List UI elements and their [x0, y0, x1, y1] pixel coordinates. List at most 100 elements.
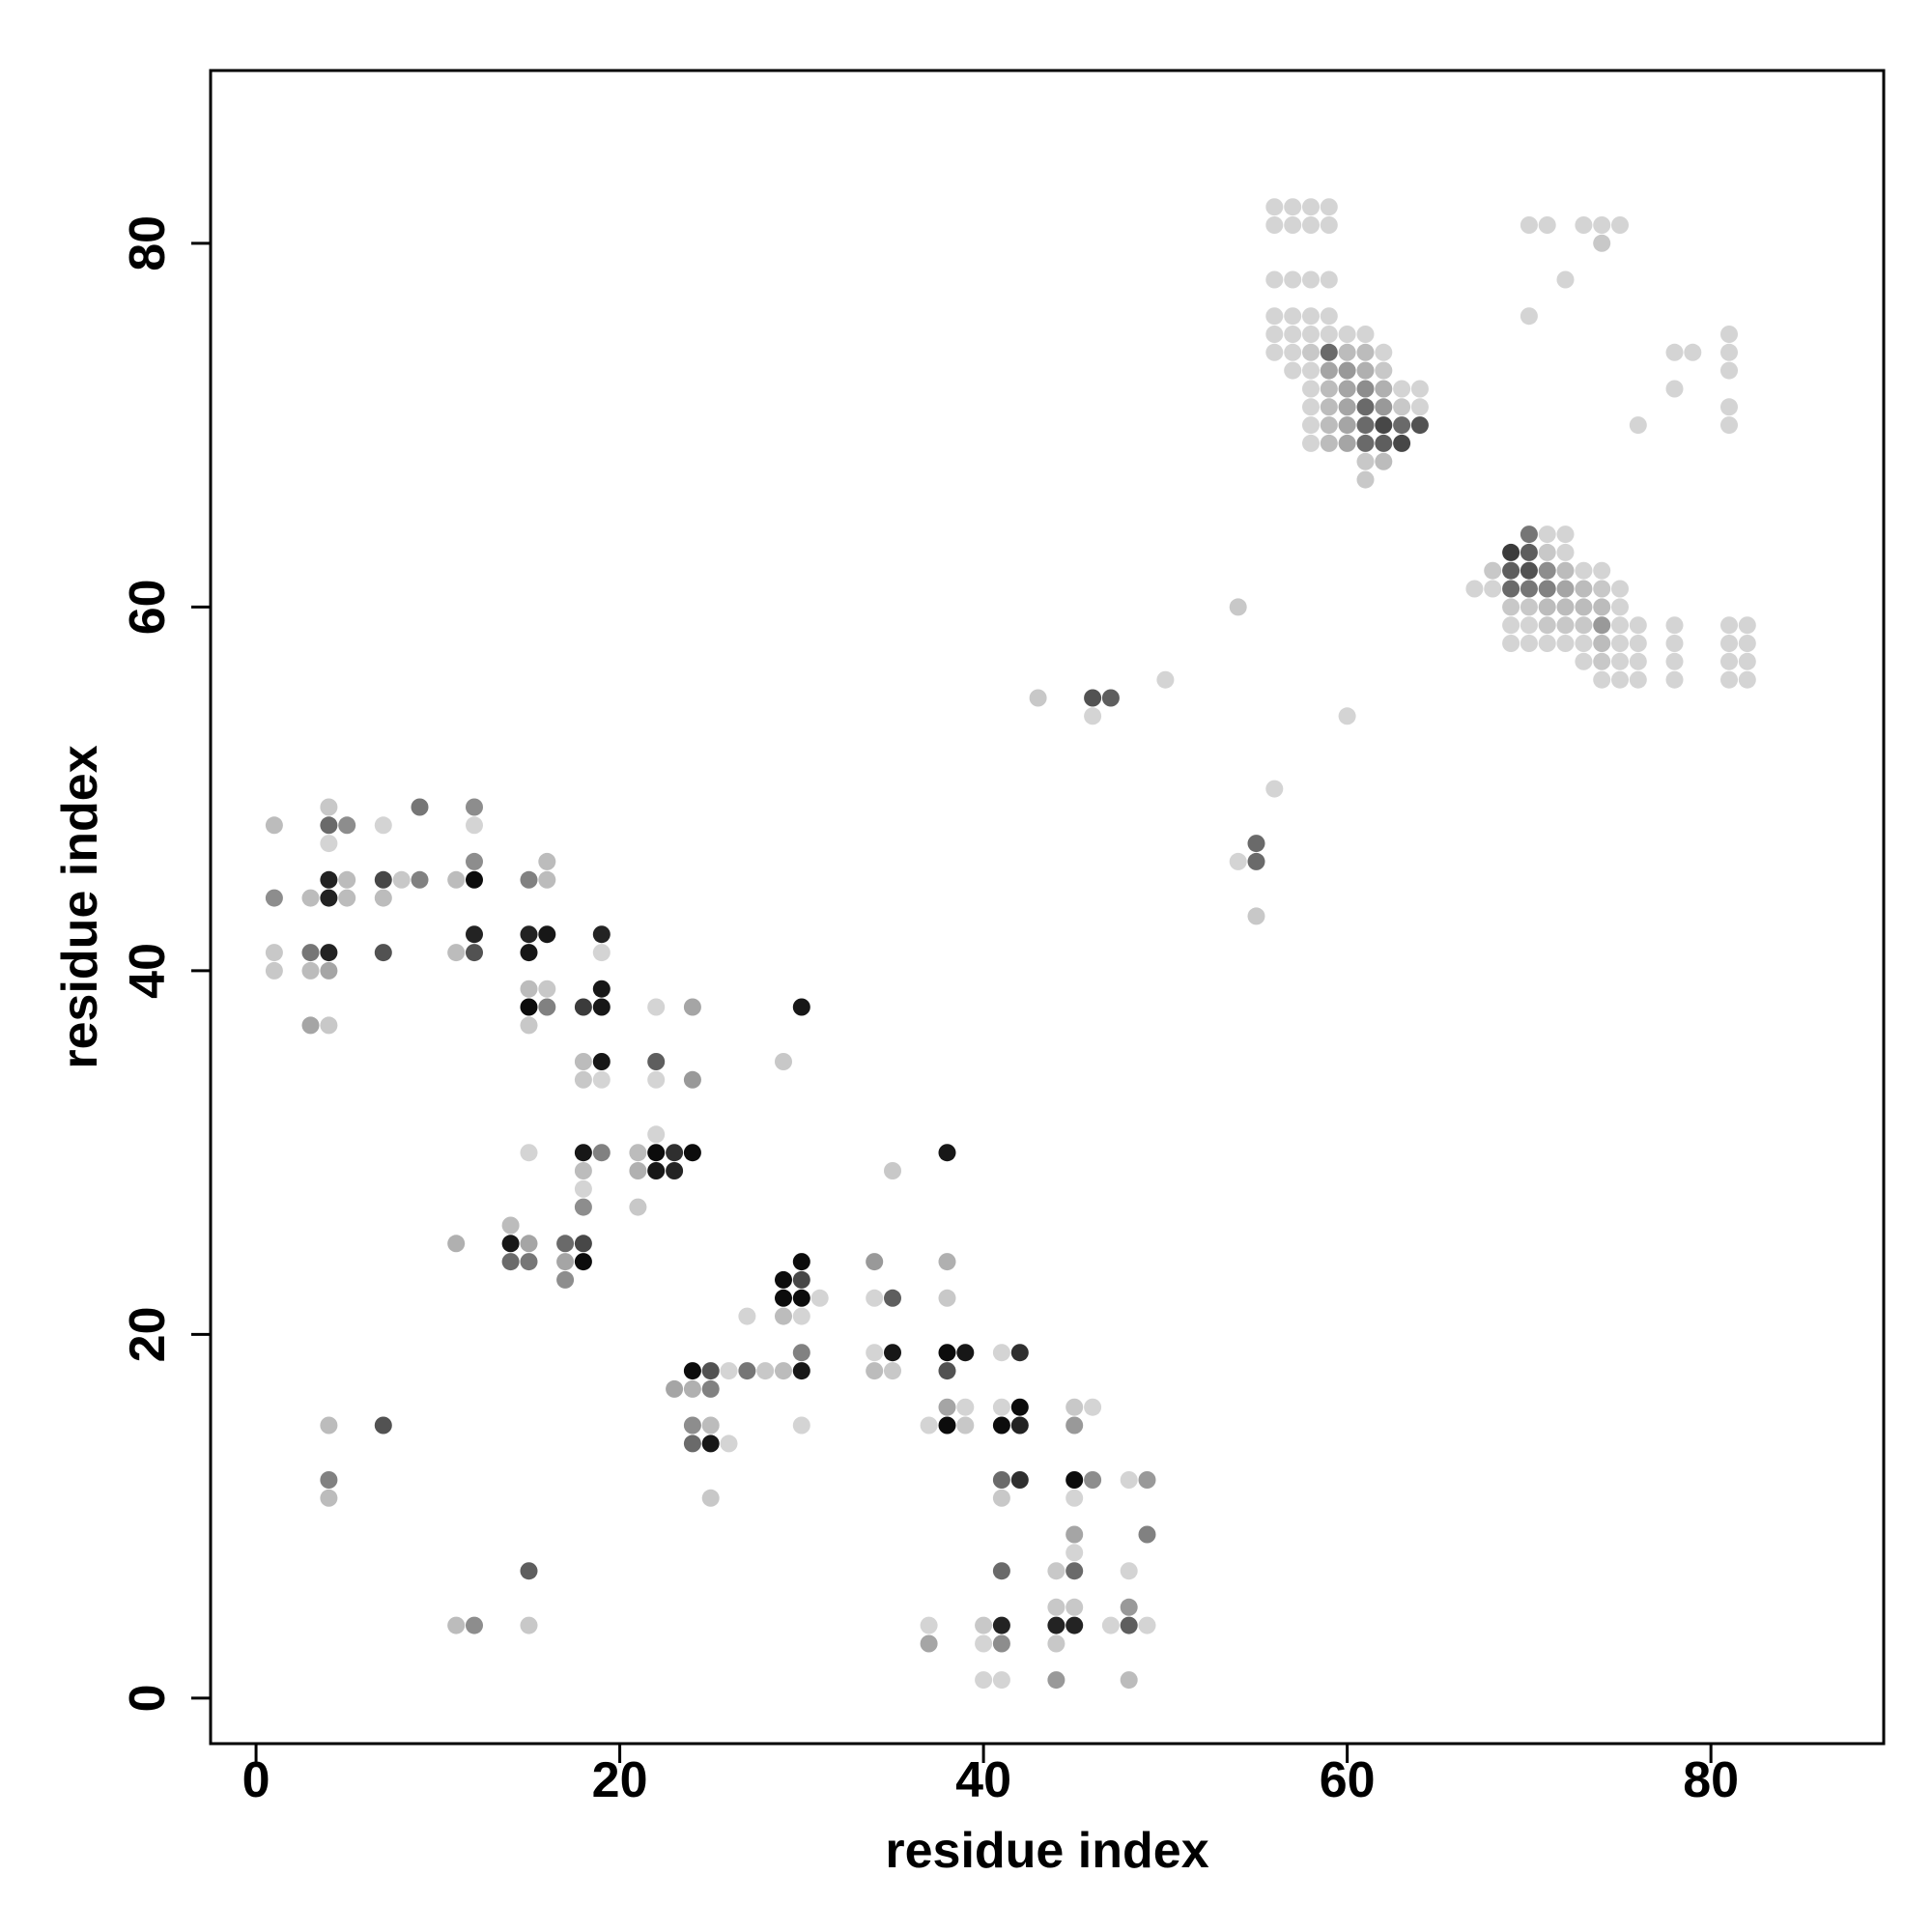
data-point — [320, 1489, 338, 1507]
data-point — [720, 1362, 738, 1380]
data-point — [1356, 452, 1375, 470]
data-point — [1393, 416, 1411, 435]
data-point — [1538, 526, 1556, 544]
data-point — [1356, 398, 1375, 416]
data-point — [374, 889, 392, 907]
data-point — [683, 1070, 701, 1089]
x-tick-label: 60 — [1320, 1752, 1376, 1808]
data-point — [647, 1144, 666, 1162]
data-point — [1393, 380, 1411, 398]
data-point — [1629, 652, 1647, 670]
data-point — [1665, 616, 1684, 635]
data-point — [1302, 307, 1320, 326]
data-point — [520, 944, 538, 962]
data-point — [538, 870, 556, 889]
data-point — [1556, 616, 1575, 635]
data-point — [1247, 835, 1265, 853]
data-point — [1520, 580, 1538, 598]
data-point — [1065, 1598, 1084, 1616]
data-point — [592, 1053, 611, 1070]
data-point — [1320, 326, 1338, 343]
data-point — [1665, 343, 1684, 361]
data-point — [1720, 343, 1738, 361]
data-point — [1047, 1634, 1065, 1653]
data-point — [1720, 326, 1738, 343]
data-point — [1629, 635, 1647, 652]
data-point — [574, 1235, 592, 1253]
data-point — [1611, 670, 1629, 689]
data-point — [320, 961, 338, 980]
data-point — [265, 889, 283, 907]
data-point — [1265, 307, 1284, 326]
data-point — [720, 1435, 738, 1453]
data-point — [1284, 198, 1302, 216]
data-point — [1284, 361, 1302, 380]
data-point — [1375, 452, 1393, 470]
data-point — [701, 1379, 720, 1398]
data-point — [1302, 416, 1320, 435]
data-point — [1302, 198, 1320, 216]
data-point — [392, 870, 411, 889]
data-point — [647, 1162, 666, 1179]
data-point — [1502, 635, 1520, 652]
data-point — [320, 835, 338, 853]
data-point — [1593, 670, 1611, 689]
data-point — [884, 1362, 901, 1380]
x-tick-label: 80 — [1683, 1752, 1739, 1808]
data-point — [1520, 561, 1538, 580]
data-point — [992, 1616, 1010, 1634]
data-point — [920, 1416, 938, 1435]
data-point — [1338, 380, 1356, 398]
data-point — [1502, 580, 1520, 598]
data-point — [320, 944, 338, 962]
data-point — [265, 816, 283, 835]
data-point — [1265, 216, 1284, 234]
data-point — [574, 1253, 592, 1271]
data-point — [1265, 270, 1284, 289]
data-point — [1593, 598, 1611, 616]
data-point — [1556, 543, 1575, 561]
data-point — [1502, 561, 1520, 580]
data-point — [1575, 616, 1593, 635]
data-point — [1084, 689, 1102, 707]
data-point — [1010, 1344, 1029, 1362]
data-point — [701, 1435, 720, 1453]
data-point — [556, 1253, 575, 1271]
data-point — [775, 1362, 792, 1380]
data-point — [683, 1379, 701, 1398]
data-point — [1356, 380, 1375, 398]
data-point — [775, 1053, 792, 1070]
data-point — [556, 1270, 575, 1289]
data-point — [1138, 1616, 1156, 1634]
data-point — [1065, 1489, 1084, 1507]
x-tick-label: 0 — [242, 1752, 270, 1808]
data-point — [520, 1253, 538, 1271]
data-point — [447, 1616, 466, 1634]
data-point — [466, 1616, 483, 1634]
data-point — [374, 870, 392, 889]
data-point — [1684, 343, 1702, 361]
data-point — [1665, 670, 1684, 689]
data-point — [992, 1489, 1010, 1507]
data-point — [301, 944, 320, 962]
data-point — [1738, 635, 1756, 652]
data-point — [920, 1616, 938, 1634]
data-point — [265, 944, 283, 962]
data-point — [1538, 580, 1556, 598]
data-point — [629, 1198, 647, 1216]
data-point — [1538, 616, 1556, 635]
data-point — [1538, 543, 1556, 561]
data-point — [466, 798, 483, 816]
data-point — [1047, 1616, 1065, 1634]
data-point — [1575, 598, 1593, 616]
data-point — [1284, 270, 1302, 289]
data-point — [1320, 361, 1338, 380]
data-point — [792, 1289, 810, 1307]
data-point — [1101, 1616, 1120, 1634]
data-point — [1065, 1562, 1084, 1580]
data-point — [1156, 670, 1175, 689]
data-point — [574, 1198, 592, 1216]
data-point — [792, 1362, 810, 1380]
data-point — [1593, 580, 1611, 598]
